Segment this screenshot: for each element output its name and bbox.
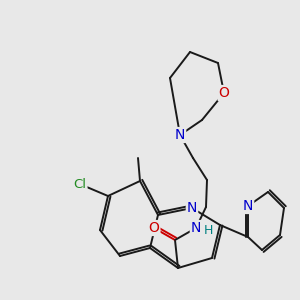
Text: H: H (203, 224, 213, 236)
Text: O: O (219, 86, 230, 100)
Text: O: O (148, 221, 159, 235)
Text: N: N (187, 201, 197, 215)
Text: N: N (175, 128, 185, 142)
Text: N: N (243, 199, 253, 213)
Text: N: N (191, 221, 201, 235)
Text: Cl: Cl (74, 178, 86, 191)
